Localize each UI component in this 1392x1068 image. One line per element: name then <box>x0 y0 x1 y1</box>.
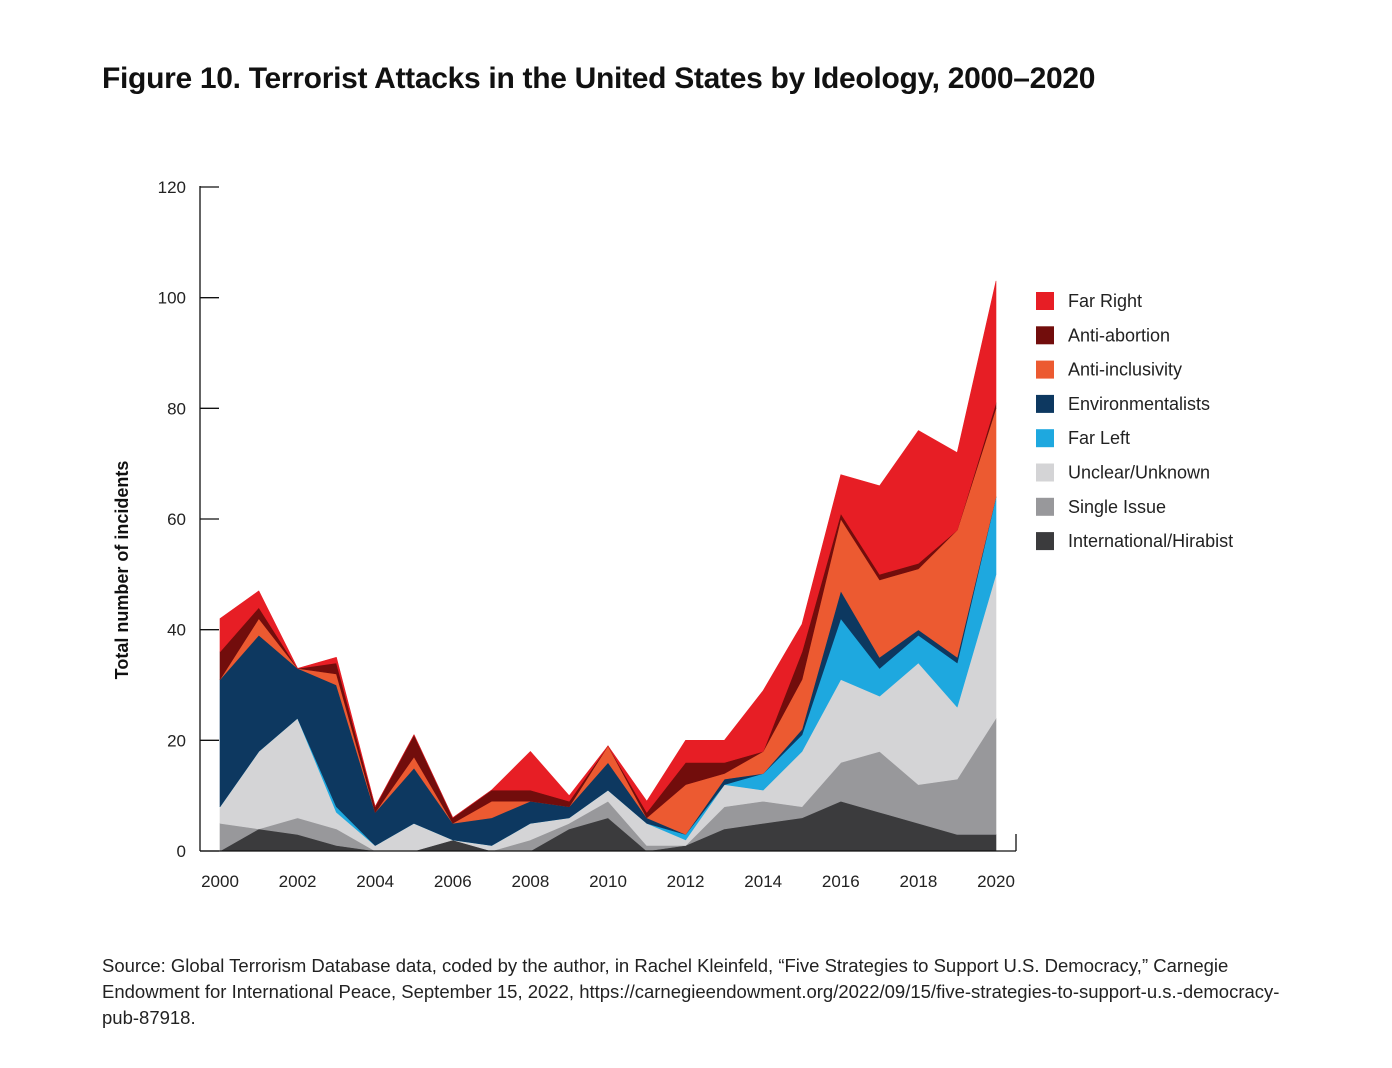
legend-swatch-far-left <box>1036 429 1054 448</box>
legend-swatch-far-right <box>1036 292 1054 310</box>
x-tick-label-2016: 2016 <box>822 872 860 891</box>
legend-label-far-right: Far Right <box>1068 291 1142 311</box>
y-tick-label-0: 0 <box>177 842 186 861</box>
legend-item-single-issue: Single Issue <box>1036 497 1166 517</box>
x-tick-label-2000: 2000 <box>201 872 239 891</box>
x-tick-label-2014: 2014 <box>744 872 782 891</box>
legend-swatch-unclear-unknown <box>1036 463 1054 482</box>
x-tick-label-2006: 2006 <box>434 872 472 891</box>
x-tick-label-2004: 2004 <box>356 872 394 891</box>
legend-item-anti-inclusivity: Anti-inclusivity <box>1036 360 1182 380</box>
legend-label-international-hirabist: International/Hirabist <box>1068 531 1233 551</box>
area-layers <box>219 280 997 852</box>
legend-swatch-single-issue <box>1036 497 1054 516</box>
legend: Far Right Anti-abortion Anti-inclusivity En… <box>1036 291 1233 551</box>
chart-title: Figure 10. Terrorist Attacks in the Unit… <box>102 62 1096 95</box>
legend-swatch-international-hirabist <box>1036 532 1054 551</box>
y-tick-label-100: 100 <box>158 289 186 308</box>
legend-label-environmentalists: Environmentalists <box>1068 394 1210 414</box>
legend-item-international-hirabist: International/Hirabist <box>1036 531 1233 551</box>
legend-item-unclear-unknown: Unclear/Unknown <box>1036 463 1210 483</box>
legend-swatch-anti-inclusivity <box>1036 360 1054 379</box>
stacked-area-chart: 0 20 40 60 80 100 120 2000 2002 2004 2006 2008 2010 2… <box>112 178 1233 891</box>
y-tick-label-80: 80 <box>167 399 186 418</box>
legend-label-unclear-unknown: Unclear/Unknown <box>1068 463 1210 483</box>
legend-item-far-left: Far Left <box>1036 428 1130 448</box>
legend-label-far-left: Far Left <box>1068 428 1130 448</box>
source-note: Source: Global Terrorism Database data, … <box>102 955 1280 1028</box>
y-tick-label-20: 20 <box>167 731 186 750</box>
legend-item-environmentalists: Environmentalists <box>1036 394 1210 414</box>
y-tick-label-40: 40 <box>167 621 186 640</box>
y-tick-label-60: 60 <box>167 510 186 529</box>
y-tick-label-120: 120 <box>158 178 186 197</box>
x-tick-label-2018: 2018 <box>899 872 937 891</box>
legend-label-anti-inclusivity: Anti-inclusivity <box>1068 360 1182 380</box>
legend-label-anti-abortion: Anti-abortion <box>1068 325 1170 345</box>
axes: 0 20 40 60 80 100 120 2000 2002 2004 2006 2008 2010 2… <box>158 178 1017 891</box>
legend-swatch-anti-abortion <box>1036 326 1054 345</box>
y-axis-label: Total number of incidents <box>112 461 132 680</box>
x-tick-label-2012: 2012 <box>667 872 705 891</box>
x-tick-label-2010: 2010 <box>589 872 627 891</box>
area-far-right <box>219 280 997 819</box>
legend-label-single-issue: Single Issue <box>1068 497 1166 517</box>
x-tick-label-2008: 2008 <box>511 872 549 891</box>
legend-item-anti-abortion: Anti-abortion <box>1036 325 1170 345</box>
x-tick-label-2020: 2020 <box>977 872 1015 891</box>
legend-swatch-environmentalists <box>1036 394 1054 413</box>
x-tick-label-2002: 2002 <box>279 872 317 891</box>
legend-item-far-right: Far Right <box>1036 291 1142 311</box>
